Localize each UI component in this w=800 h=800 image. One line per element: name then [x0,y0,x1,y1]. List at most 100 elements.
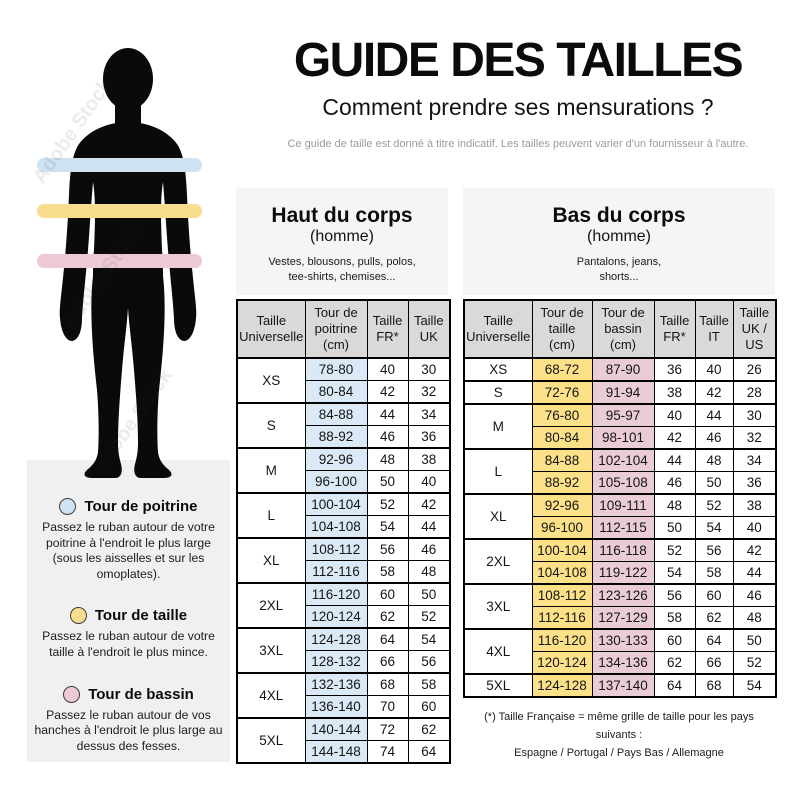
data-cell: 30 [407,357,451,381]
data-cell: 38 [407,447,451,471]
data-cell: 76-80 [531,403,593,427]
table-row: 4XL 132-136 68 58 [236,672,451,719]
universal-size-cell: XS [236,357,306,404]
data-cell: 130-133 [591,628,655,652]
column-header: Taille UK [407,299,451,359]
universal-size-cell: 2XL [236,582,306,629]
table-row: S 72-76 91-94 38 42 28 [463,380,777,405]
data-cell: 62 [653,651,696,675]
data-cell: 124-128 [531,673,593,698]
data-cell: 116-120 [304,582,368,606]
data-cell: 58 [407,672,451,696]
data-cell: 62 [407,717,451,741]
data-cell: 42 [732,538,777,562]
data-cell: 32 [407,380,451,404]
data-cell: 42 [653,426,696,450]
size-footnote: (*) Taille Française = même grille de ta… [463,708,775,762]
data-cell: 78-80 [304,357,368,381]
data-cell: 48 [653,493,696,517]
data-cell: 48 [732,606,777,630]
universal-size-cell: S [236,402,306,449]
data-cell: 116-118 [591,538,655,562]
data-cell: 56 [653,583,696,607]
data-cell: 134-136 [591,651,655,675]
disclaimer-text: Ce guide de taille est donné à titre ind… [287,138,749,151]
data-cell: 54 [407,627,451,651]
data-cell: 127-129 [591,606,655,630]
universal-size-cell: 4XL [236,672,306,719]
data-cell: 88-92 [531,471,593,495]
data-cell: 84-88 [304,402,368,426]
universal-size-cell: 4XL [463,628,533,675]
data-cell: 42 [407,492,451,516]
universal-size-cell: M [463,403,533,450]
hips-color-dot-icon [63,685,81,703]
column-header: Tour de taille (cm) [531,299,593,359]
data-cell: 100-104 [304,492,368,516]
data-cell: 36 [653,357,696,382]
data-cell: 46 [366,425,409,449]
table-row: L 100-104 52 42 [236,492,451,539]
data-cell: 50 [732,628,777,652]
column-header: Tour de bassin (cm) [591,299,655,359]
data-cell: 56 [407,650,451,674]
data-cell: 42 [694,380,734,405]
table-row: 136-140 70 60 [237,695,451,719]
table-row: 3XL 108-112 123-126 56 60 46 [463,583,777,630]
data-cell: 80-84 [531,426,593,450]
data-cell: 40 [366,357,409,381]
data-cell: 50 [694,471,734,495]
section-garment-list: Vestes, blousons, pulls, polos, tee-shir… [268,256,416,284]
page-header: GUIDE DES TAILLES Comment prendre ses me… [240,35,796,151]
data-cell: 44 [407,515,451,539]
data-cell: 34 [407,402,451,426]
data-cell: 46 [653,471,696,495]
data-cell: 46 [407,537,451,561]
data-cell: 48 [366,447,409,471]
table-row: 5XL 140-144 72 62 [236,717,451,764]
section-title: Bas du corps [552,204,686,227]
data-cell: 124-128 [304,627,368,651]
data-cell: 54 [366,515,409,539]
data-cell: 52 [653,538,696,562]
table-row: XL 92-96 109-111 48 52 38 [463,493,777,540]
data-cell: 40 [732,516,777,540]
table-row: 4XL 116-120 130-133 60 64 50 [463,628,777,675]
data-cell: 60 [653,628,696,652]
data-cell: 109-111 [591,493,655,517]
legend-item-hips: Tour de bassin Passez le ruban autour de… [27,685,230,755]
section-head-lower-body: Bas du corps (homme) Pantalons, jeans, s… [463,188,775,295]
data-cell: 104-108 [531,561,593,585]
data-cell: 48 [694,448,734,472]
table-row: 96-100 112-115 50 54 40 [464,516,777,540]
data-cell: 34 [732,448,777,472]
column-header: Taille IT [694,299,734,359]
data-cell: 48 [407,560,451,584]
data-cell: 42 [366,380,409,404]
data-cell: 44 [653,448,696,472]
column-header: Taille FR* [653,299,696,359]
universal-size-cell: 5XL [236,717,306,764]
data-cell: 140-144 [304,717,368,741]
data-cell: 56 [366,537,409,561]
data-cell: 119-122 [591,561,655,585]
table-row: M 76-80 95-97 40 44 30 [463,403,777,450]
data-cell: 64 [407,740,451,764]
table-row: L 84-88 102-104 44 48 34 [463,448,777,495]
table-header-row: Taille Universelle Tour de poitrine (cm) T… [236,299,451,359]
data-cell: 64 [366,627,409,651]
table-row: 120-124 62 52 [237,605,451,629]
waist-color-dot-icon [69,607,87,625]
data-cell: 136-140 [304,695,368,719]
table-row: 128-132 66 56 [237,650,451,674]
chest-band [37,158,202,172]
data-cell: 50 [407,582,451,606]
universal-size-cell: XL [463,493,533,540]
man-silhouette [59,48,197,478]
data-cell: 96-100 [304,470,368,494]
legend-title: Tour de poitrine [84,498,198,515]
data-cell: 50 [653,516,696,540]
data-cell: 68 [694,673,734,698]
data-cell: 64 [694,628,734,652]
data-cell: 116-120 [531,628,593,652]
